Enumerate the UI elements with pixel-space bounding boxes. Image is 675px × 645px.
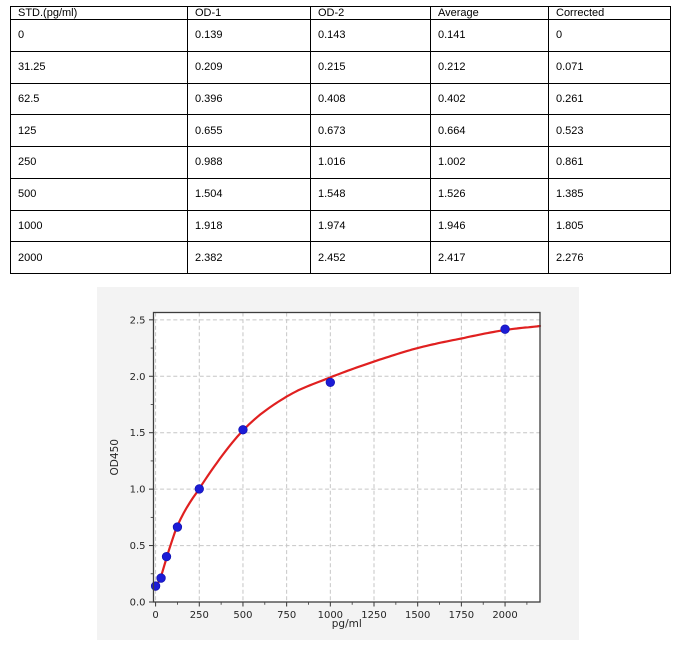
table-cell: 0.988 [187,146,311,179]
y-tick-label: 0.5 [130,541,146,552]
table-row: 500 1.504 1.548 1.526 1.385 [10,177,671,211]
table-cell: 1.946 [430,209,549,243]
table-cell: 0.141 [430,19,549,52]
table-cell: 1.385 [548,177,671,211]
table-cell: 2.452 [310,241,431,274]
table-cell: 0.402 [430,82,549,116]
column-header: OD-2 [310,6,431,20]
table-row: 125 0.655 0.673 0.664 0.523 [10,114,671,147]
table-cell: 1.526 [430,177,549,211]
x-tick-label: 750 [277,610,296,621]
table-cell: 0.523 [548,114,671,147]
y-tick-label: 1.0 [130,485,146,496]
table-cell: 1.548 [310,177,431,211]
table-cell: 1.805 [548,209,671,243]
table-cell: 0.655 [187,114,311,147]
table-cell: 1.974 [310,209,431,243]
table-cell: 0.209 [187,50,311,84]
table-row: 2000 2.382 2.452 2.417 2.276 [10,241,671,274]
table-cell: 0.071 [548,50,671,84]
plot-border [152,311,541,603]
x-tick-label: 1000 [318,610,343,621]
column-header: STD.(pg/ml) [10,6,188,20]
data-point [238,425,248,435]
table-cell: 1.016 [310,146,431,179]
column-header: Average [430,6,549,20]
data-point [325,377,335,388]
table-cell: 0.143 [310,19,431,52]
x-tick-label: 250 [190,610,209,621]
x-tick-label: 1250 [361,610,386,621]
table-cell: 500 [10,177,188,211]
x-axis-label: pg/ml [332,618,362,630]
data-point [150,581,161,591]
data-point [156,573,166,583]
table-row: 250 0.988 1.016 1.002 0.861 [10,146,671,179]
table-cell: 1.918 [187,209,311,243]
table-cell: 250 [10,146,188,179]
table-cell: 0.396 [187,82,311,116]
fit-curve-path [154,324,542,590]
y-tick-label: 0.0 [130,598,146,609]
y-tick-label: 1.5 [130,428,146,439]
table-cell: 1000 [10,209,188,243]
table-cell: 0.861 [548,146,671,179]
table-cell: 2000 [10,241,188,274]
table-row: 1000 1.918 1.974 1.946 1.805 [10,209,671,243]
table-cell: 2.382 [187,241,311,274]
table-cell: 0 [10,19,188,52]
table-cell: 0.664 [430,114,549,147]
table-cell: 2.417 [430,241,549,274]
data-point [161,551,172,562]
table-cell: 0.215 [310,50,431,84]
x-tick-label: 1500 [405,610,430,621]
table-cell: 31.25 [10,50,188,84]
data-point [194,484,204,494]
y-tick-label: 2.0 [130,372,146,383]
table-cell: 62.5 [10,82,188,116]
table-row: 0 0.139 0.143 0.141 0 [10,19,671,52]
table-row: 31.25 0.209 0.215 0.212 0.071 [10,50,671,84]
x-tick-label: 0 [152,610,158,621]
plot-area [153,312,540,602]
x-tick-label: 2000 [492,610,517,621]
standards-table: STD.(pg/ml) OD-1 OD-2 Average Corrected 0 0.1… [10,6,671,274]
table-cell: 1.504 [187,177,311,211]
table-header-row: STD.(pg/ml) OD-1 OD-2 Average Corrected [10,6,671,20]
table-cell: 0.261 [548,82,671,116]
data-point [500,324,510,334]
table-cell: 0.408 [310,82,431,116]
y-axis-label: OD450 [109,439,121,475]
table-cell: 1.002 [430,146,549,179]
table-row: 62.5 0.396 0.408 0.402 0.261 [10,82,671,116]
x-tick-label: 1750 [449,610,474,621]
table-cell: 0.139 [187,19,311,52]
data-point [172,522,183,532]
standard-curve-figure: 0 250 500 750 1000 1250 1500 1750 2000 0.0 0.5 1.0 1… [97,287,579,640]
x-tick-label: 500 [233,610,252,621]
standard-curve-chart: 0 250 500 750 1000 1250 1500 1750 2000 0.0 0.5 1.0 1… [109,311,542,630]
table-cell: 125 [10,114,188,147]
table-cell: 2.276 [548,241,671,274]
y-tick-label: 2.5 [130,315,146,326]
column-header: Corrected [548,6,671,20]
table-cell: 0.673 [310,114,431,147]
table-cell: 0 [548,19,671,52]
table-cell: 0.212 [430,50,549,84]
column-header: OD-1 [187,6,311,20]
